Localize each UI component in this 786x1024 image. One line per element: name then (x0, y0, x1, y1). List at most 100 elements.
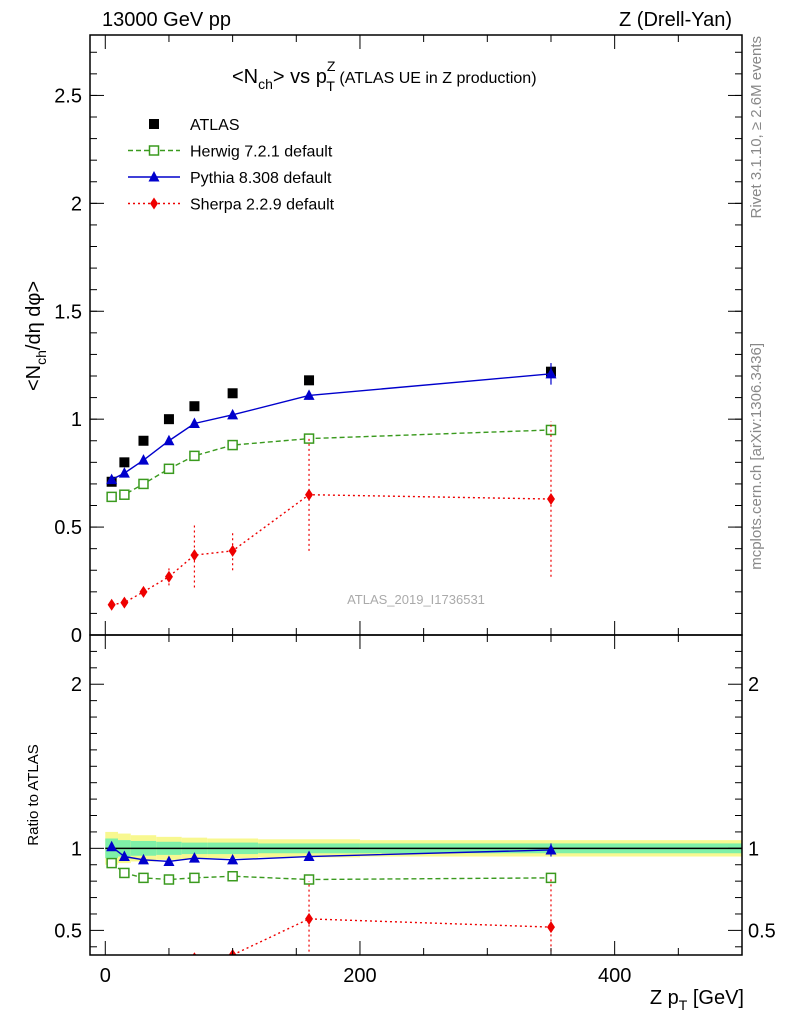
main-data-point (227, 439, 238, 451)
ratio-data-point (163, 855, 175, 866)
legend-marker (148, 171, 160, 182)
title-sub-t: T (326, 78, 335, 94)
main-data-point (546, 493, 555, 506)
header-right: Z (Drell-Yan) (619, 9, 732, 31)
legend: ATLAS Herwig 7.2.1 default Pythia 8.308 de… (128, 117, 335, 214)
ratio-data-point (189, 872, 200, 884)
ratio-xtick-label: 400 (598, 965, 631, 987)
main-ytick-label: 2 (71, 193, 82, 215)
main-data-point (163, 434, 175, 446)
ratio-data-point (545, 872, 557, 884)
main-ytick-label: 0 (71, 625, 82, 647)
main-data-point (138, 435, 149, 446)
main-data-point (304, 375, 315, 386)
main-data-layer (106, 363, 557, 611)
main-panel: 0 0.5 1 1.5 2 2.5 <Nch> vs pZ T (ATLAS UE in Z… (23, 34, 743, 647)
main-data-point (227, 408, 239, 420)
ratio-data-point (120, 974, 128, 986)
main-data-point (189, 401, 200, 412)
main-data-point (303, 389, 315, 400)
ratio-data-point (106, 840, 118, 852)
ratio-ytick-label: 0.5 (54, 920, 82, 942)
main-data-point (164, 570, 173, 583)
ratio-series-line (224, 918, 552, 955)
main-series-line (111, 429, 552, 498)
ylabel-main: <N (23, 365, 45, 391)
header-left: 13000 GeV pp (102, 9, 231, 31)
main-data-point (228, 544, 237, 557)
xlabel-main: Z p (650, 987, 679, 1009)
main-ticks: 0 0.5 1 1.5 2 2.5 (54, 35, 743, 647)
main-series-line (111, 373, 552, 481)
main-data-point (190, 549, 199, 562)
legend-label: Pythia 8.308 default (190, 170, 332, 187)
ratio-data-point (188, 852, 200, 863)
ratio-data-point (305, 912, 314, 925)
main-data-point (188, 417, 200, 428)
legend-marker (148, 145, 160, 156)
main-data-point (119, 457, 130, 468)
ratio-data-point (303, 850, 315, 862)
main-data-point (139, 585, 148, 598)
title-main: <N (232, 66, 258, 88)
ratio-series-line (111, 862, 551, 881)
ratio-xlabel: Z pT [GeV] (650, 987, 744, 1013)
main-ytick-label: 1 (71, 409, 82, 431)
main-title: <Nch> vs pZ T (ATLAS UE in Z production) (232, 58, 537, 94)
main-ytick-label: 0.5 (54, 517, 82, 539)
ratio-ylabel: Ratio to ATLAS (25, 744, 42, 845)
ratio-data-point (139, 970, 147, 982)
ratio-xtick-label: 0 (100, 965, 111, 987)
mcplots-label: mcplots.cern.ch [arXiv:1306.3436] (748, 343, 765, 570)
main-data-point (106, 473, 118, 485)
ratio-xtick-label: 200 (343, 965, 376, 987)
ratio-data-point (138, 872, 149, 884)
ratio-ytick-label: 2 (71, 674, 82, 696)
main-data-point (163, 414, 174, 425)
main-data-point (545, 367, 557, 379)
xlabel-rest: [GeV] (687, 987, 744, 1009)
legend-label: Sherpa 2.2.9 default (190, 197, 335, 214)
title-sub-ch: ch (258, 76, 273, 92)
ratio-frame (89, 634, 743, 956)
ratio-data-point (545, 843, 557, 855)
main-ytick-label: 2.5 (54, 85, 82, 107)
main-data-point (305, 488, 314, 501)
xlabel-sub: T (679, 997, 688, 1013)
main-ylabel: <Nch/dη dφ> (23, 281, 49, 391)
ratio-ytick-label: 1 (71, 838, 82, 860)
ratio-ticks: 0.5 0.5 1 1 2 2 0 200 400 (54, 635, 776, 987)
ratio-data-point (137, 853, 149, 865)
ratio-data-point (118, 850, 130, 862)
ratio-ytick-label-right: 0.5 (748, 920, 776, 942)
ratio-data-point (165, 962, 173, 974)
legend-marker (150, 197, 158, 210)
title-rest: (ATLAS UE in Z production) (335, 70, 537, 87)
ratio-data-point (192, 952, 197, 955)
main-data-point (106, 491, 117, 503)
ratio-data-layer (105, 831, 742, 986)
ylabel-rest: /dη dφ> (23, 281, 45, 350)
ratio-data-point (106, 857, 117, 869)
analysis-watermark: ATLAS_2019_I1736531 (347, 592, 485, 607)
main-frame (89, 34, 743, 636)
ratio-ytick-label-right: 2 (748, 674, 759, 696)
rivet-label: Rivet 3.1.10, ≥ 2.6M events (748, 36, 765, 219)
ratio-panel: 0.5 0.5 1 1 2 2 0 200 400 Ratio to ATLAS Z pT [G… (25, 634, 776, 1013)
ratio-data-point (227, 853, 239, 865)
main-data-point (189, 450, 200, 462)
main-ytick-label: 1.5 (54, 301, 82, 323)
legend-label: Herwig 7.2.1 default (190, 144, 333, 161)
main-data-point (163, 463, 175, 475)
main-data-point (119, 489, 130, 500)
main-data-point (227, 388, 238, 399)
ylabel-sub: ch (33, 350, 49, 365)
ratio-data-point (303, 874, 315, 885)
main-data-point (137, 454, 149, 465)
ratio-ytick-label-right: 1 (748, 838, 759, 860)
legend-marker (149, 119, 159, 129)
ratio-data-point (546, 921, 555, 934)
title-mid: > vs p (273, 66, 327, 88)
main-data-point (138, 478, 149, 490)
